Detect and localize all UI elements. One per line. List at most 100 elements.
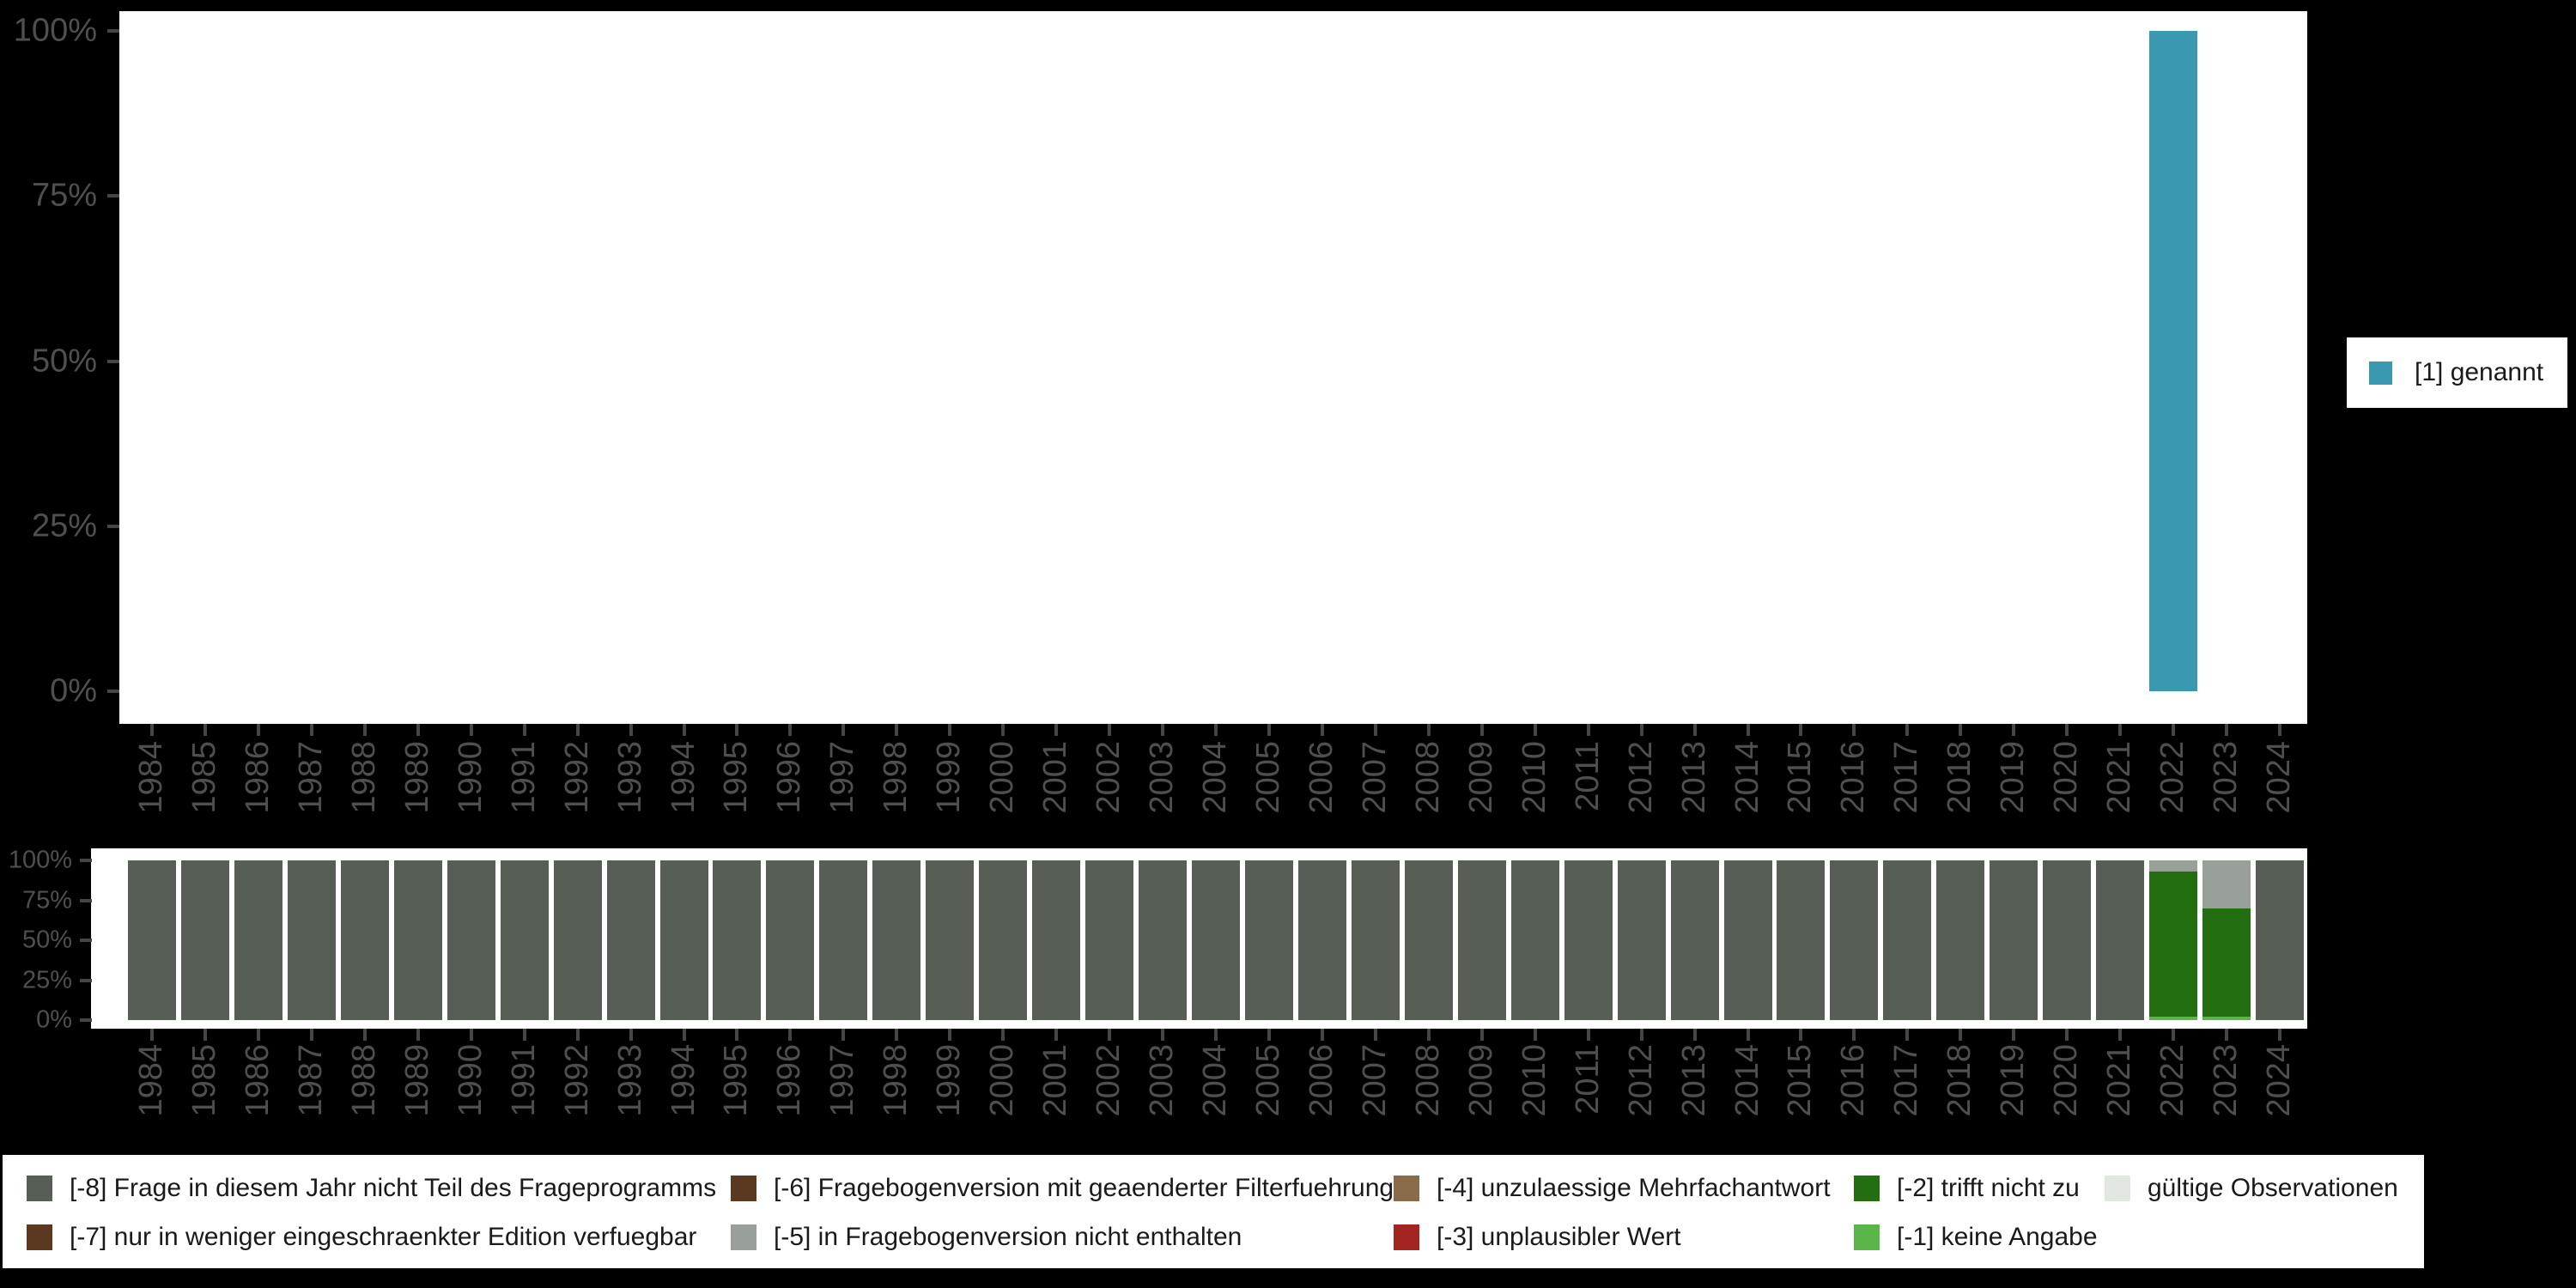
top-x-year-label: 2001 [1037, 741, 1074, 814]
bottom-bar-1989[interactable] [393, 860, 442, 1020]
bottom-bar-1984[interactable] [128, 860, 176, 1020]
top-x-tick [1214, 724, 1218, 736]
bottom-y-tick-label: 100% [8, 846, 72, 874]
top-x-tick [2118, 724, 2123, 736]
bottom-bar-2012[interactable] [1617, 860, 1666, 1020]
legend-item-code-5[interactable]: [-5] in Fragebogenversion nicht enthalte… [731, 1219, 1242, 1255]
top-x-tick [362, 724, 367, 736]
bottom-x-tick [416, 1029, 420, 1041]
segment-code-8 [1990, 860, 2038, 1020]
bottom-x-year-label: 1990 [452, 1044, 489, 1117]
top-x-year-label: 2022 [2154, 741, 2191, 814]
bottom-bar-2007[interactable] [1351, 860, 1400, 1020]
bottom-bar-2000[interactable] [979, 860, 1028, 1020]
bottom-x-tick [1852, 1029, 1856, 1041]
bottom-y-tick-label: 75% [21, 886, 72, 914]
top-x-tick [1479, 724, 1484, 736]
bottom-x-tick [2225, 1029, 2229, 1041]
bottom-bar-1998[interactable] [872, 860, 921, 1020]
legend-item-code-1[interactable]: [-1] keine Angabe [1854, 1219, 2098, 1255]
legend-item-code-4[interactable]: [-4] unzulaessige Mehrfachantwort [1394, 1170, 1831, 1206]
bottom-x-year-label: 1993 [611, 1044, 648, 1117]
top-x-year-label: 2018 [1941, 741, 1978, 814]
bottom-bar-2022[interactable] [2149, 860, 2198, 1020]
top-x-year-label: 1986 [239, 741, 276, 814]
bottom-y-tick-label: 0% [36, 1005, 72, 1034]
bottom-x-tick [1692, 1029, 1697, 1041]
legend-item-code-8[interactable]: [-8] Frage in diesem Jahr nicht Teil des… [27, 1170, 716, 1206]
bottom-bar-2015[interactable] [1777, 860, 1826, 1020]
bottom-bar-2024[interactable] [2256, 860, 2304, 1020]
bottom-bar-2013[interactable] [1670, 860, 1719, 1020]
bottom-bar-2002[interactable] [1085, 860, 1134, 1020]
segment-code-8 [606, 860, 655, 1020]
top-y-tick-label: 100% [13, 12, 97, 49]
bottom-bar-2008[interactable] [1404, 860, 1453, 1020]
bottom-x-tick [1799, 1029, 1803, 1041]
bottom-bar-1987[interactable] [287, 860, 336, 1020]
bottom-bar-1990[interactable] [447, 860, 495, 1020]
bottom-bar-1991[interactable] [500, 860, 549, 1020]
top-x-tick [2278, 724, 2281, 736]
bottom-bar-2023[interactable] [2202, 860, 2251, 1020]
bottom-bar-1988[interactable] [340, 860, 389, 1020]
code-2-swatch-icon [1854, 1176, 1880, 1201]
bottom-bar-2021[interactable] [2096, 860, 2145, 1020]
bottom-x-tick [1533, 1029, 1537, 1041]
legend-item-genannt[interactable]: [1] genannt [2369, 337, 2543, 408]
top-x-year-label: 1988 [345, 741, 382, 814]
bottom-bar-2005[interactable] [1244, 860, 1293, 1020]
bottom-bar-1993[interactable] [606, 860, 655, 1020]
legend-item-label: [-3] unplausibler Wert [1437, 1223, 1681, 1251]
top-x-tick [1373, 724, 1377, 736]
bottom-bar-1985[interactable] [180, 860, 229, 1020]
top-bar-2022[interactable] [2149, 31, 2198, 691]
segment-code-8 [287, 860, 336, 1020]
bottom-y-tick [80, 859, 92, 862]
bottom-bar-2004[interactable] [1192, 860, 1240, 1020]
bottom-x-year-label: 1995 [718, 1044, 755, 1117]
segment-code-8 [2096, 860, 2145, 1020]
top-x-tick [841, 724, 846, 736]
segment-code-5 [2149, 860, 2198, 872]
bottom-bar-2018[interactable] [1936, 860, 1985, 1020]
bottom-bar-2009[interactable] [1457, 860, 1506, 1020]
top-x-year-label: 2015 [1782, 741, 1819, 814]
bottom-bar-1992[interactable] [553, 860, 602, 1020]
legend-item-code-3[interactable]: [-3] unplausibler Wert [1394, 1219, 1681, 1255]
legend-item-code-2[interactable]: [-2] trifft nicht zu [1854, 1170, 2080, 1206]
top-x-year-label: 1995 [718, 741, 755, 814]
bottom-bar-1999[interactable] [926, 860, 975, 1020]
top-x-year-label: 2004 [1197, 741, 1233, 814]
bottom-bar-1997[interactable] [819, 860, 868, 1020]
bottom-x-year-label: 2005 [1249, 1044, 1286, 1117]
bottom-x-tick [682, 1029, 686, 1041]
legend-item-label: [-8] Frage in diesem Jahr nicht Teil des… [70, 1174, 717, 1202]
bottom-bar-2003[interactable] [1139, 860, 1188, 1020]
bottom-bar-1994[interactable] [659, 860, 708, 1020]
top-x-tick [2065, 724, 2069, 736]
bottom-bar-2011[interactable] [1564, 860, 1613, 1020]
top-x-tick [2012, 724, 2016, 736]
top-x-year-label: 1990 [452, 741, 489, 814]
bottom-bar-2017[interactable] [1883, 860, 1932, 1020]
bottom-bar-1996[interactable] [766, 860, 815, 1020]
legend-item-codevalid[interactable]: gültige Observationen [2105, 1170, 2398, 1206]
bottom-bar-1995[interactable] [713, 860, 762, 1020]
bottom-bar-2019[interactable] [1990, 860, 2038, 1020]
bottom-bar-2006[interactable] [1297, 860, 1346, 1020]
top-chart-legend: [1] genannt [2347, 337, 2567, 408]
bottom-bar-1986[interactable] [234, 860, 283, 1020]
top-x-tick [1320, 724, 1324, 736]
bottom-x-tick [1586, 1029, 1590, 1041]
bottom-bar-2001[interactable] [1032, 860, 1081, 1020]
legend-item-code-7[interactable]: [-7] nur in weniger eingeschraenkter Edi… [27, 1219, 696, 1255]
legend-item-code-6[interactable]: [-6] Fragebogenversion mit geaenderter F… [731, 1170, 1394, 1206]
bottom-x-year-label: 1999 [931, 1044, 968, 1117]
bottom-bar-2010[interactable] [1510, 860, 1559, 1020]
bottom-bar-2014[interactable] [1723, 860, 1772, 1020]
bottom-bar-2020[interactable] [2043, 860, 2092, 1020]
top-x-tick [469, 724, 473, 736]
bottom-bar-2016[interactable] [1830, 860, 1879, 1020]
bottom-x-year-label: 2021 [2101, 1044, 2138, 1117]
